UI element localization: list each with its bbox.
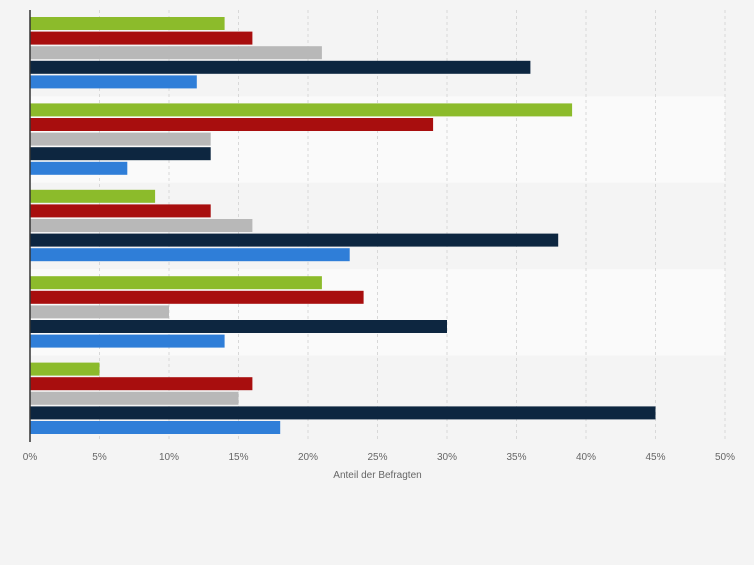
- x-tick-label: 30%: [437, 452, 457, 463]
- bar: [30, 248, 350, 262]
- bar: [30, 219, 253, 232]
- bar: [30, 161, 128, 175]
- bar: [30, 75, 197, 89]
- bar: [30, 118, 434, 131]
- x-tick-label: 50%: [715, 452, 735, 463]
- bar: [30, 46, 322, 60]
- bar: [30, 305, 169, 319]
- x-tick-label: 10%: [159, 452, 179, 463]
- bar: [30, 391, 239, 405]
- bar: [30, 320, 447, 333]
- bar: [30, 147, 211, 161]
- bar: [30, 334, 225, 348]
- bar: [30, 362, 100, 376]
- x-tick-label: 45%: [645, 452, 665, 463]
- x-tick-label: 15%: [228, 452, 248, 463]
- x-tick-label: 35%: [506, 452, 526, 463]
- bar: [30, 103, 573, 117]
- x-axis-title: Anteil der Befragten: [333, 470, 421, 481]
- x-tick-label: 40%: [576, 452, 596, 463]
- bar: [30, 233, 559, 247]
- bar: [30, 406, 656, 420]
- bar: [30, 189, 156, 203]
- bar: [30, 17, 225, 30]
- x-tick-label: 5%: [92, 452, 107, 463]
- x-tick-label: 0%: [23, 452, 38, 463]
- bar: [30, 204, 211, 218]
- bar: [30, 290, 364, 304]
- bar: [30, 377, 253, 391]
- x-tick-label: 25%: [367, 452, 387, 463]
- bar: [30, 276, 322, 290]
- bar: [30, 421, 281, 434]
- bar: [30, 132, 211, 146]
- bar: [30, 31, 253, 45]
- x-tick-label: 20%: [298, 452, 318, 463]
- bar: [30, 60, 531, 74]
